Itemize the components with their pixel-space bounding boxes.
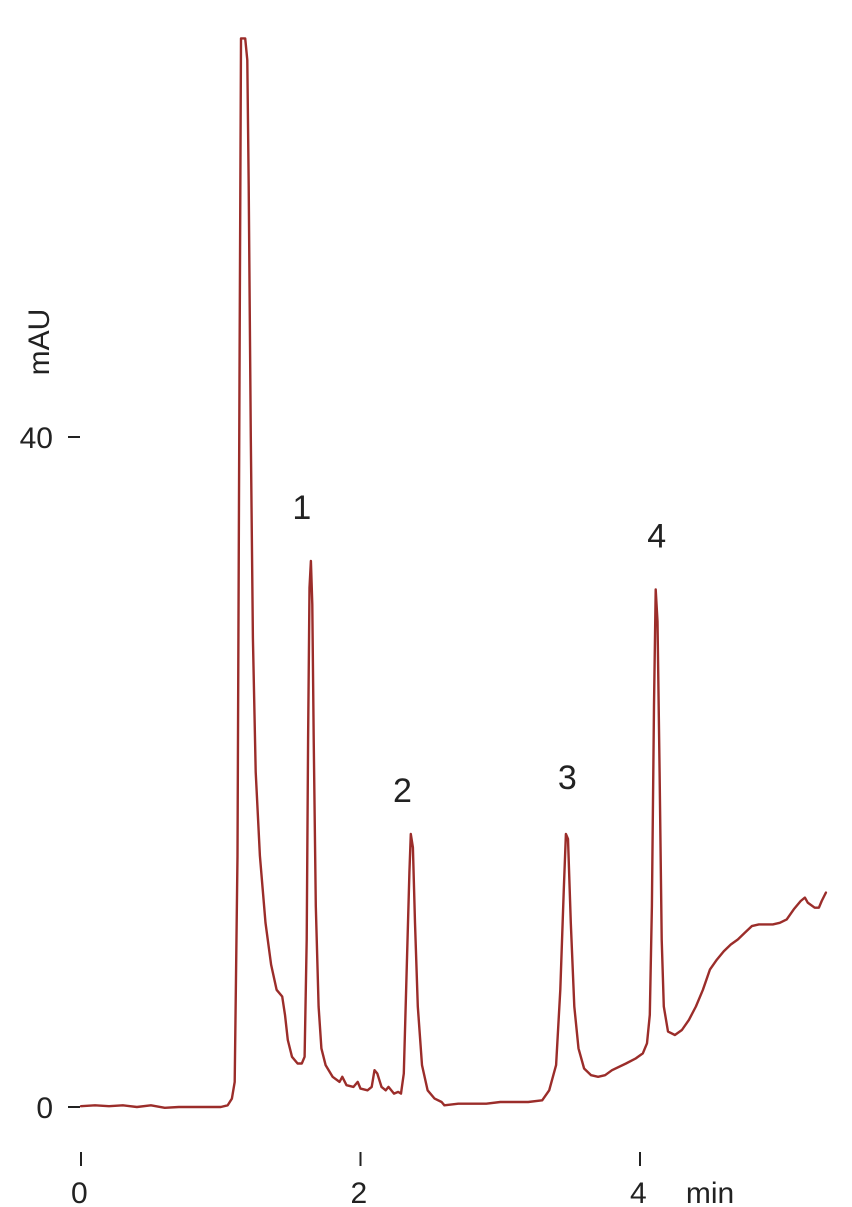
y-axis: 0 40: [20, 422, 80, 1125]
x-axis: 0 2 4: [71, 1152, 647, 1207]
x-tick-label: 0: [71, 1177, 88, 1207]
plot-area: [79, 37, 828, 1109]
peak-label: 1: [292, 489, 311, 527]
y-tick-label: 40: [20, 422, 53, 455]
peak-label: 4: [647, 518, 666, 556]
chromatogram-trace: [79, 37, 828, 1109]
peak-label: 2: [393, 772, 412, 810]
peak-annotations: 1 2 3 4: [292, 489, 666, 810]
y-axis-title: mAU: [23, 309, 56, 376]
y-tick-label: 0: [36, 1092, 53, 1125]
x-axis-title: min: [686, 1177, 734, 1207]
peak-label: 3: [558, 759, 577, 797]
x-tick-label: 2: [351, 1177, 368, 1207]
x-tick-label: 4: [630, 1177, 647, 1207]
